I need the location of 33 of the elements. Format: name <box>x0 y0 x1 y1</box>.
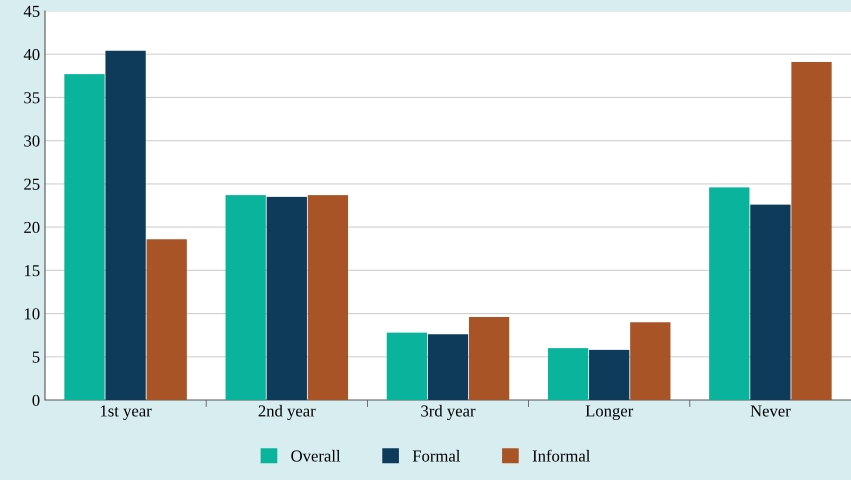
x-tick-label: 1st year <box>100 405 152 420</box>
y-tick-label: 15 <box>24 265 40 276</box>
bar <box>428 334 468 400</box>
bar <box>709 187 750 400</box>
x-tick-label: 3rd year <box>421 404 476 420</box>
x-tick-label: Never <box>750 406 791 417</box>
y-tick-label: 30 <box>24 135 40 147</box>
bar <box>226 195 266 400</box>
y-tick-label: 0 <box>32 394 40 406</box>
legend-label: Informal <box>532 450 590 462</box>
bar <box>146 239 187 400</box>
x-tick-label: 2nd year <box>258 404 316 420</box>
bar <box>386 332 428 400</box>
bar <box>308 195 348 400</box>
bar <box>791 62 832 400</box>
bar <box>105 50 146 400</box>
y-tick-label: 45 <box>24 6 40 17</box>
legend-label: Formal <box>412 450 460 462</box>
bar <box>64 74 105 400</box>
y-tick-label: 10 <box>24 308 40 320</box>
y-tick-label: 25 <box>24 178 40 190</box>
bar <box>266 196 307 400</box>
y-tick-label: 35 <box>24 92 40 104</box>
legend-label: Overall <box>291 450 340 462</box>
x-tick-label: Longer <box>586 405 634 420</box>
bar <box>548 348 588 400</box>
bar <box>468 317 510 400</box>
y-tick-label: 5 <box>32 352 40 363</box>
bar <box>750 204 791 400</box>
y-tick-label: 40 <box>24 48 40 60</box>
y-tick-label: 20 <box>24 222 40 234</box>
bar <box>589 350 630 400</box>
bar <box>630 322 670 400</box>
